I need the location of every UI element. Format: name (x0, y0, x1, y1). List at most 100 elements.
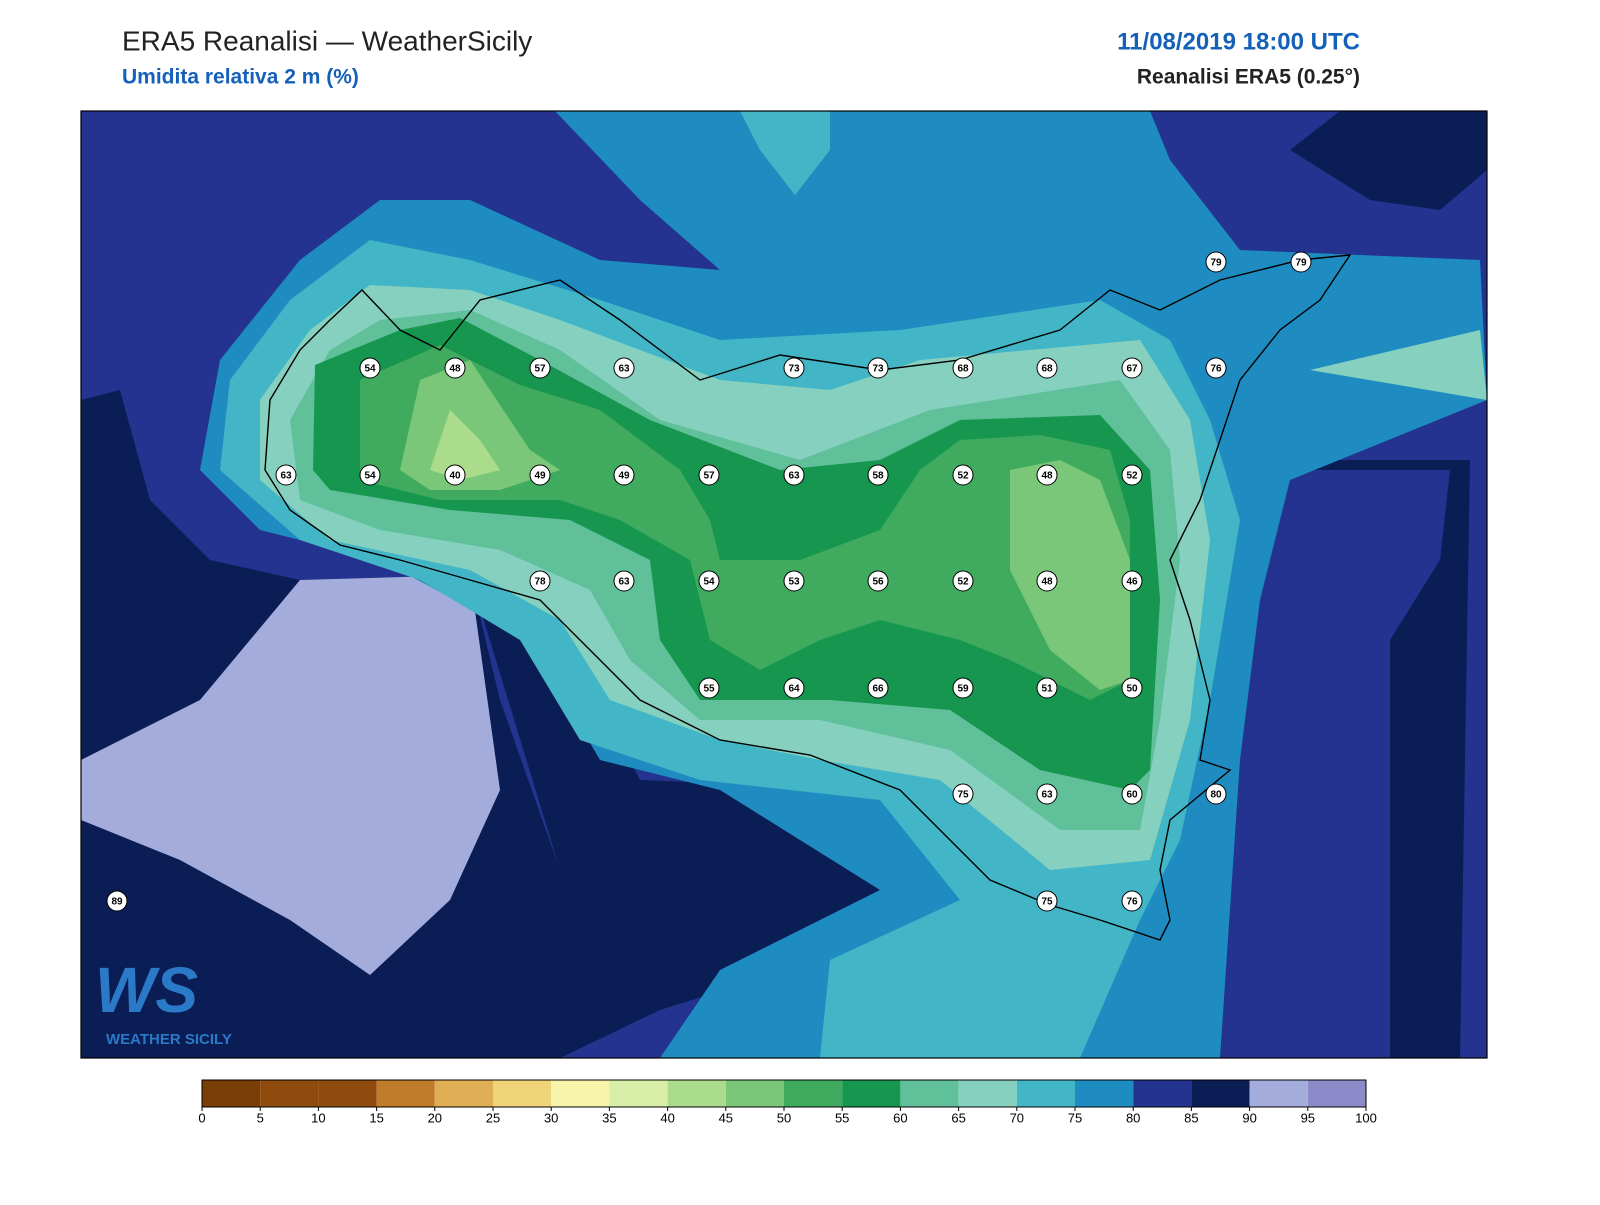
station-marker (867, 677, 889, 699)
station-marker (1121, 783, 1143, 805)
subtitle: Umidita relativa 2 m (%) (122, 66, 359, 89)
station-marker (867, 357, 889, 379)
field (81, 111, 1487, 1058)
station-value: 68 (1041, 364, 1053, 375)
colorbar-segment (376, 1080, 435, 1107)
station-marker (529, 357, 551, 379)
band-65 (1310, 330, 1487, 400)
colorbar-tick-label: 20 (428, 1110, 442, 1125)
colorbar-tick-label: 15 (369, 1110, 383, 1125)
colorbar-segment (202, 1080, 261, 1107)
colorbar-segment (1307, 1080, 1366, 1107)
station-marker (867, 570, 889, 592)
station-value: 60 (1126, 790, 1138, 801)
station-value: 55 (703, 684, 715, 695)
station-marker (1121, 677, 1143, 699)
station-value: 49 (534, 471, 546, 482)
station-marker (444, 357, 466, 379)
station-marker (952, 677, 974, 699)
colorbar-segment (725, 1080, 784, 1107)
station-marker (1036, 677, 1058, 699)
station-value: 58 (872, 471, 884, 482)
colorbar-tick-label: 70 (1010, 1110, 1024, 1125)
station-value: 54 (703, 577, 715, 588)
station-marker (698, 570, 720, 592)
colorbar-segment (1075, 1080, 1134, 1107)
station-value: 48 (449, 364, 461, 375)
station-marker (1205, 783, 1227, 805)
colorbar: 0 5 10 15 20 25 30 35 40 45 50 55 60 65 70 75 80 85 90 95 10… (198, 1079, 1377, 1125)
station-marker (867, 464, 889, 486)
colorbar-segment (609, 1080, 668, 1107)
station-value: 73 (788, 364, 800, 375)
band-70 (740, 111, 830, 195)
station-value: 63 (618, 577, 630, 588)
colorbar-tick-label: 5 (257, 1110, 264, 1125)
title: ERA5 Reanalisi — WeatherSicily (122, 25, 532, 56)
colorbar-segment (493, 1080, 552, 1107)
station-marker (359, 464, 381, 486)
band-40 (1010, 460, 1130, 690)
station-value: 76 (1126, 897, 1138, 908)
colorbar-segment (900, 1080, 959, 1107)
colorbar-segment (318, 1080, 377, 1107)
station-marker (698, 677, 720, 699)
colorbar-segment (1191, 1080, 1250, 1107)
band-90 (81, 575, 500, 975)
station-marker (613, 357, 635, 379)
station-marker (1290, 251, 1312, 273)
station-value: 49 (618, 471, 630, 482)
colorbar-tick-label: 55 (835, 1110, 849, 1125)
colorbar-segment (958, 1080, 1017, 1107)
colorbar-tick-label: 65 (951, 1110, 965, 1125)
station-marker (1036, 570, 1058, 592)
station-value: 56 (872, 577, 884, 588)
colorbar-segment (1249, 1080, 1308, 1107)
station-value: 48 (1041, 577, 1053, 588)
colorbar-tick-label: 85 (1184, 1110, 1198, 1125)
station-value: 54 (364, 471, 376, 482)
station-value: 53 (788, 577, 800, 588)
map-frame (80, 110, 1488, 1059)
station-value: 48 (1041, 471, 1053, 482)
station-value: 46 (1126, 577, 1138, 588)
station-marker (529, 464, 551, 486)
colorbar-tick-label: 100 (1355, 1110, 1377, 1125)
source: Reanalisi ERA5 (0.25°) (1137, 66, 1360, 89)
colorbar-tick-label: 50 (777, 1110, 791, 1125)
station-value: 73 (872, 364, 884, 375)
station-value: 78 (534, 577, 546, 588)
station-value: 63 (618, 364, 630, 375)
station-value: 76 (1210, 364, 1222, 375)
colorbar-tick-label: 60 (893, 1110, 907, 1125)
colorbar-segment (551, 1080, 610, 1107)
station-marker (1205, 251, 1227, 273)
colorbar-tick-label: 45 (719, 1110, 733, 1125)
station-value: 40 (449, 471, 461, 482)
station-marker (529, 570, 551, 592)
station-value: 54 (364, 364, 376, 375)
stations: 79 79 54 48 57 63 73 73 68 68 67 76 63 54 40 49 49 57 63 58… (106, 251, 1312, 912)
band-85 (1290, 111, 1487, 210)
station-marker (1036, 890, 1058, 912)
station-value: 79 (1210, 258, 1222, 269)
colorbar-segment (1016, 1080, 1075, 1107)
station-value: 68 (957, 364, 969, 375)
colorbar-tick-label: 80 (1126, 1110, 1140, 1125)
station-marker (1205, 357, 1227, 379)
station-value: 57 (534, 364, 546, 375)
station-marker (1121, 464, 1143, 486)
station-marker (275, 464, 297, 486)
station-value: 63 (788, 471, 800, 482)
colorbar-tick-label: 90 (1242, 1110, 1256, 1125)
station-marker (1036, 783, 1058, 805)
station-marker (952, 357, 974, 379)
band-85 (1300, 460, 1470, 1058)
colorbar-tick-label: 10 (311, 1110, 325, 1125)
colorbar-tick-label: 35 (602, 1110, 616, 1125)
station-marker (1121, 570, 1143, 592)
station-value: 50 (1126, 684, 1138, 695)
station-marker (359, 357, 381, 379)
station-value: 52 (957, 471, 969, 482)
